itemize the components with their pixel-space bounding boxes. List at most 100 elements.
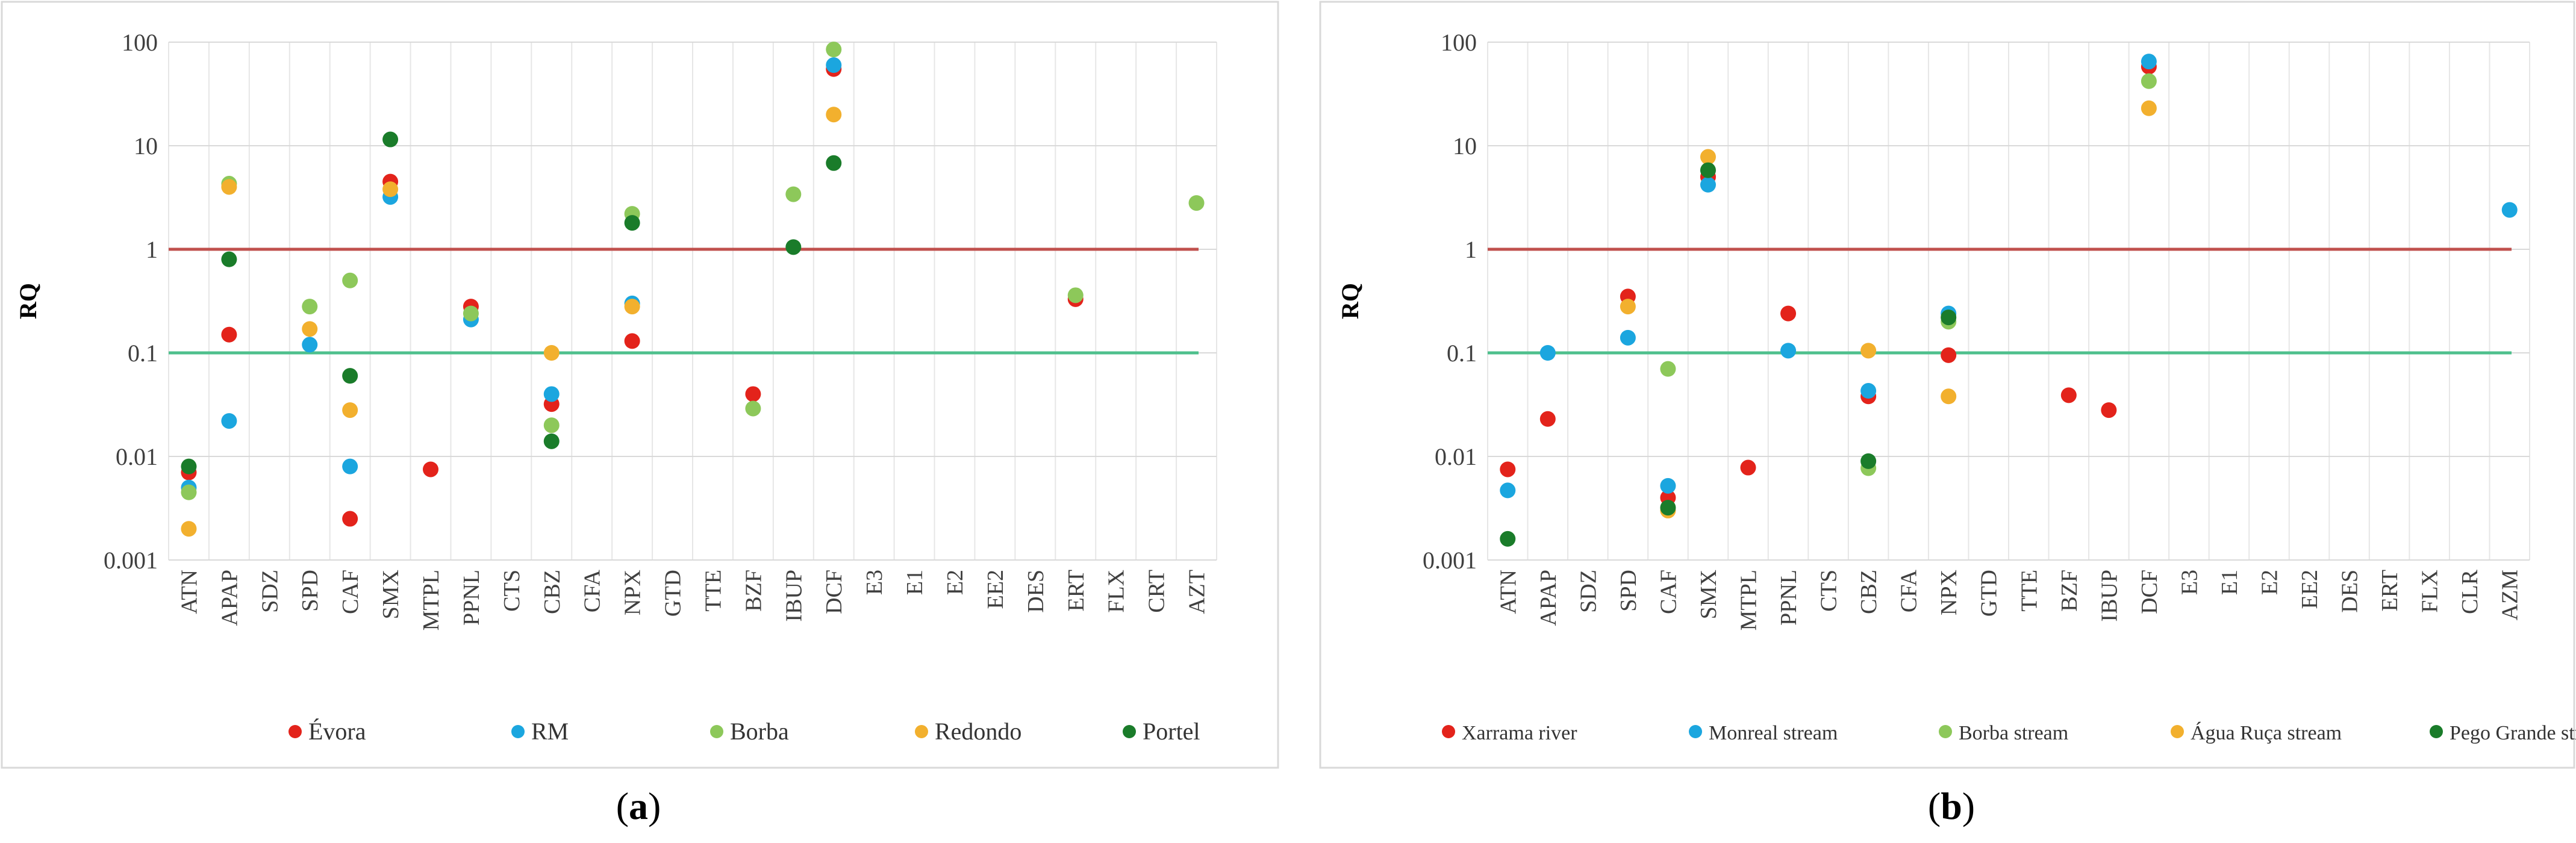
- data-point: [1067, 287, 1084, 303]
- data-point: [342, 511, 358, 527]
- y-axis-label: RQ: [14, 283, 42, 319]
- data-point: [221, 179, 237, 195]
- legend-label: Portel: [1143, 718, 1200, 745]
- data-point: [1780, 343, 1797, 359]
- x-tick-label: NPX: [1936, 570, 1962, 615]
- panel-caption: (a): [616, 785, 661, 827]
- x-tick-label: APAP: [217, 570, 242, 626]
- data-point: [543, 386, 560, 402]
- x-tick-label: CAF: [338, 570, 363, 614]
- data-point: [221, 326, 237, 343]
- x-tick-label: PPNL: [1776, 570, 1801, 626]
- legend-marker: [1123, 725, 1136, 738]
- x-tick-label: FLX: [2418, 570, 2443, 613]
- y-tick-label: 1: [1465, 236, 1477, 263]
- data-point: [221, 413, 237, 429]
- x-tick-label: CTS: [1817, 570, 1842, 612]
- chart-frame: [1, 1, 1279, 769]
- data-point: [624, 299, 640, 315]
- data-point: [745, 400, 761, 417]
- legend-label: Pego Grande stream: [2450, 722, 2576, 744]
- y-tick-label: 10: [1453, 132, 1477, 160]
- data-point: [221, 251, 237, 267]
- data-point: [785, 186, 802, 202]
- data-point: [1500, 461, 1516, 477]
- data-point: [745, 386, 761, 402]
- data-point: [382, 131, 399, 148]
- legend-marker: [1442, 725, 1455, 738]
- data-point: [543, 433, 560, 449]
- legend-marker: [2430, 725, 2443, 738]
- data-point: [543, 417, 560, 434]
- data-point: [1700, 162, 1716, 178]
- chart-panel-b: 0.001 0.01 0.1 1 10 100 RQ ATN APAP SDZ SPD CAF SMX M…: [1319, 1, 2576, 827]
- data-point: [1500, 530, 1516, 547]
- x-tick-label: IBUP: [781, 570, 806, 622]
- x-tick-label: FLX: [1104, 570, 1129, 613]
- x-tick-label: AZT: [1185, 570, 1210, 614]
- x-tick-label: SDZ: [1576, 570, 1601, 613]
- data-point: [2101, 402, 2117, 418]
- legend-marker: [288, 725, 302, 738]
- x-tick-label: CFA: [1897, 569, 1922, 612]
- data-point: [423, 461, 438, 477]
- data-point: [1620, 329, 1636, 346]
- data-point: [2141, 73, 2157, 89]
- data-point: [624, 215, 640, 231]
- x-tick-label: ERT: [2377, 570, 2403, 612]
- x-tick-label: E1: [2217, 570, 2242, 595]
- x-tick-label: E1: [902, 570, 928, 595]
- x-tick-label: GTD: [661, 570, 686, 617]
- data-point: [1860, 343, 1877, 359]
- data-point: [2501, 202, 2518, 218]
- x-tick-label: SPD: [298, 570, 323, 612]
- legend-label: Água Ruça stream: [2191, 722, 2342, 744]
- y-tick-label: 0.1: [1447, 340, 1477, 367]
- x-tick-label: DCF: [2137, 570, 2162, 614]
- data-point: [1500, 482, 1516, 499]
- x-tick-label: SMX: [378, 570, 404, 619]
- data-point: [1740, 459, 1756, 476]
- x-tick-label: SPD: [1616, 570, 1641, 612]
- x-tick-label: TTE: [2016, 570, 2042, 612]
- panel-caption: (b): [1928, 785, 1975, 827]
- x-tick-label: PPNL: [459, 570, 484, 626]
- data-point: [342, 402, 358, 418]
- x-tick-label: E2: [943, 570, 968, 595]
- legend-label: Évora: [308, 718, 366, 745]
- legend-label: Redondo: [935, 718, 1021, 745]
- data-point: [2141, 100, 2157, 116]
- data-point: [826, 57, 842, 73]
- data-point: [302, 299, 318, 315]
- legend-marker: [1939, 725, 1952, 738]
- x-tick-label: CBZ: [540, 570, 565, 614]
- chart-panel-a: 0.001 0.01 0.1 1 10 100 RQ ATN APAP SDZ SPD CAF SMX M…: [1, 1, 1279, 827]
- legend-marker: [2171, 725, 2184, 738]
- data-point: [785, 239, 802, 255]
- legend-marker: [915, 725, 928, 738]
- y-tick-label: 0.1: [128, 340, 158, 367]
- x-tick-label: TTE: [700, 570, 726, 612]
- data-point: [543, 345, 560, 361]
- x-tick-label: E3: [862, 570, 887, 595]
- x-tick-label: CAF: [1656, 570, 1681, 614]
- y-tick-label: 100: [122, 29, 158, 56]
- x-tick-label: GTD: [1977, 570, 2002, 617]
- x-tick-label: IBUP: [2097, 570, 2122, 622]
- data-point: [342, 272, 358, 288]
- x-tick-label: EE2: [983, 570, 1008, 609]
- x-tick-label: ERT: [1064, 570, 1089, 612]
- data-point: [1860, 453, 1877, 469]
- y-tick-label: 0.001: [1423, 547, 1477, 574]
- x-tick-label: CBZ: [1856, 570, 1882, 614]
- x-tick-label: E2: [2257, 570, 2283, 595]
- x-tick-label: NPX: [620, 570, 646, 615]
- data-point: [826, 107, 842, 123]
- legend-label: Monreal stream: [1709, 722, 1838, 744]
- y-axis-label: RQ: [1336, 283, 1364, 319]
- data-point: [2141, 54, 2157, 70]
- x-tick-label: DCF: [822, 570, 847, 614]
- x-tick-label: DES: [1023, 570, 1049, 613]
- data-point: [826, 42, 842, 58]
